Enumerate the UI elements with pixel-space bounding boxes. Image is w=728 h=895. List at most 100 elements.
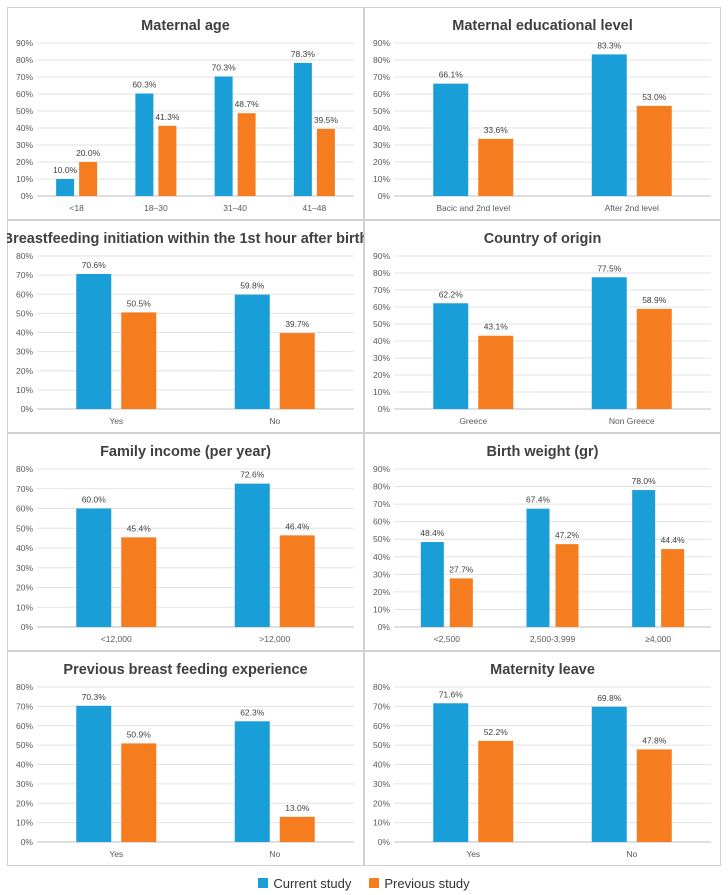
x-tick-label: 41–48 <box>303 203 327 213</box>
data-label: 47.8% <box>642 735 667 745</box>
legend-swatch-current <box>258 878 269 888</box>
data-label: 70.6% <box>82 260 107 270</box>
x-tick-label: >12,000 <box>259 634 290 644</box>
y-tick-label: 50% <box>16 308 33 318</box>
bar-current <box>591 277 627 409</box>
chart-title: Maternal educational level <box>452 18 633 34</box>
chart-title: Birth weight (gr) <box>487 444 599 460</box>
legend-swatch-previous <box>369 878 380 888</box>
data-label: 70.3% <box>212 62 237 72</box>
y-tick-label: 10% <box>16 385 33 395</box>
data-label: 46.4% <box>285 521 310 531</box>
y-tick-label: 80% <box>16 55 33 65</box>
bar-previous <box>636 749 672 842</box>
y-tick-label: 20% <box>16 366 33 376</box>
legend-item-current: Current study <box>258 876 351 891</box>
y-tick-label: 70% <box>373 499 390 509</box>
bar-previous <box>279 535 315 627</box>
bar-current <box>214 76 233 196</box>
data-label: 10.0% <box>53 165 78 175</box>
bar-previous <box>449 578 473 627</box>
chart-title: Maternal age <box>141 18 230 34</box>
y-tick-label: 50% <box>16 740 33 750</box>
chart-previous-breastfeeding: Previous breast feeding experience 0% 10% 2… <box>7 651 364 866</box>
bar-current <box>433 303 469 409</box>
data-label: 66.1% <box>439 70 464 80</box>
data-label: 13.0% <box>285 803 310 813</box>
data-label: 45.4% <box>127 523 152 533</box>
chart-maternal-age: Maternal age 0% 10% 20% 30% 40% 50% 60% 70% 80% 90… <box>7 7 364 220</box>
bar-previous <box>661 549 685 627</box>
y-tick-label: 50% <box>373 534 390 544</box>
y-tick-label: 10% <box>373 174 390 184</box>
y-tick-label: 70% <box>16 72 33 82</box>
x-tick-label: No <box>269 416 280 426</box>
x-tick-label: 18–30 <box>144 203 168 213</box>
data-label: 69.8% <box>597 693 622 703</box>
y-tick-label: 60% <box>373 89 390 99</box>
bar-previous <box>636 105 672 196</box>
y-tick-label: 20% <box>16 798 33 808</box>
y-tick-label: 60% <box>373 721 390 731</box>
y-tick-label: 10% <box>373 604 390 614</box>
bar-current <box>433 703 469 842</box>
x-tick-label: Greece <box>459 416 487 426</box>
y-tick-label: 80% <box>373 682 390 692</box>
y-tick-label: 90% <box>16 38 33 48</box>
y-tick-label: 60% <box>16 504 33 514</box>
bar-current <box>632 490 656 627</box>
y-tick-label: 60% <box>16 89 33 99</box>
y-tick-label: 80% <box>373 482 390 492</box>
y-tick-label: 20% <box>16 157 33 167</box>
bar-current <box>234 294 270 409</box>
data-label: 20.0% <box>76 148 101 158</box>
bar-previous <box>121 537 157 627</box>
bar-previous <box>279 333 315 409</box>
data-label: 44.4% <box>661 535 686 545</box>
chart-title: Family income (per year) <box>100 444 271 460</box>
y-tick-label: 0% <box>378 191 391 201</box>
y-tick-label: 60% <box>16 289 33 299</box>
x-tick-label: <12,000 <box>101 634 132 644</box>
y-tick-label: 0% <box>21 837 34 847</box>
y-tick-label: 60% <box>373 517 390 527</box>
data-label: 72.6% <box>240 470 265 480</box>
data-label: 78.3% <box>291 49 316 59</box>
y-tick-label: 20% <box>16 583 33 593</box>
x-tick-label: ≥4,000 <box>645 634 671 644</box>
chart-breastfeeding-initiation: Breastfeeding initiation within the 1st … <box>7 220 364 433</box>
y-tick-label: 80% <box>16 464 33 474</box>
bar-current <box>135 93 154 196</box>
y-tick-label: 70% <box>16 270 33 280</box>
x-tick-label: Yes <box>109 416 123 426</box>
data-label: 53.0% <box>642 92 667 102</box>
bar-current <box>420 542 444 627</box>
y-tick-label: 50% <box>373 106 390 116</box>
data-label: 39.5% <box>314 115 339 125</box>
y-tick-label: 80% <box>16 682 33 692</box>
legend-label-previous: Previous study <box>384 875 470 891</box>
y-tick-label: 40% <box>16 760 33 770</box>
y-tick-label: 0% <box>21 622 34 632</box>
y-tick-label: 0% <box>21 191 34 201</box>
y-tick-label: 50% <box>373 319 390 329</box>
y-tick-label: 40% <box>16 123 33 133</box>
bar-current <box>526 508 550 627</box>
y-tick-label: 90% <box>373 38 390 48</box>
bar-previous <box>121 743 157 842</box>
bar-current <box>591 54 627 196</box>
bar-previous <box>636 308 672 409</box>
bar-current <box>76 705 112 842</box>
y-tick-label: 30% <box>373 569 390 579</box>
data-label: 39.7% <box>285 319 310 329</box>
bar-previous <box>121 312 157 409</box>
y-tick-label: 90% <box>373 251 390 261</box>
y-tick-label: 10% <box>373 387 390 397</box>
legend-item-previous: Previous study <box>369 875 470 891</box>
data-label: 83.3% <box>597 40 622 50</box>
y-tick-label: 20% <box>373 587 390 597</box>
bar-current <box>433 83 469 196</box>
x-tick-label: Bacic and 2nd level <box>436 203 510 213</box>
data-label: 67.4% <box>526 495 551 505</box>
y-tick-label: 60% <box>373 302 390 312</box>
